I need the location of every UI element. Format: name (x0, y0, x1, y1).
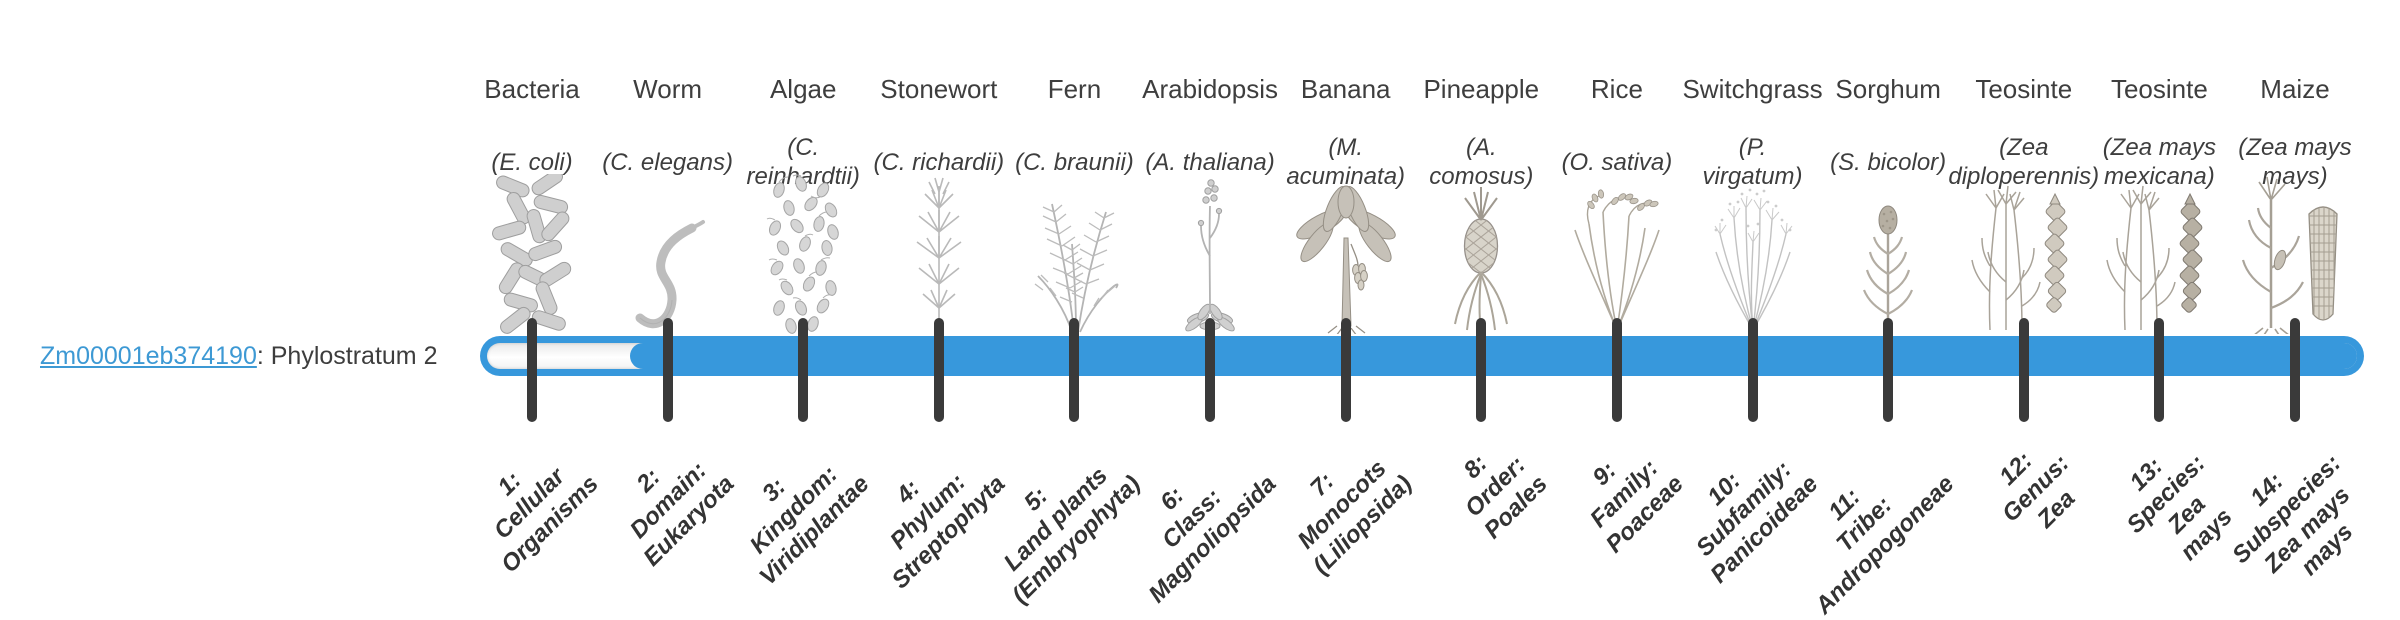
teosinte-diploperennis-icon (1954, 176, 2094, 334)
stratum-tick-label: 5: Land plants (Embryophyta) (998, 462, 1146, 609)
phylostratum-figure: Zm00001eb374190: Phylostratum 2 Bacteria… (40, 74, 2365, 620)
stratum-tick-label: 1: Cellular Organisms (488, 463, 604, 578)
stratum-tick (1069, 318, 1080, 422)
stratum-tick-label: 6: Class: Magnoliopsida (1143, 470, 1282, 608)
stratum-tick-label: 3: Kingdom: Viridiplantae (745, 461, 875, 591)
common-name-label: Arabidopsis (1142, 74, 1278, 104)
rice-icon (1547, 176, 1687, 334)
common-name-label: Teosinte (1975, 74, 2073, 104)
gene-id-link[interactable]: Zm00001eb374190 (40, 341, 257, 370)
stratum-tick-label: 11: Tribe: Andropogoneae (1810, 470, 1960, 620)
teosinte-mexicana-icon (2089, 176, 2229, 334)
common-name-label: Stonewort (880, 74, 998, 104)
scientific-name-label: (P. virgatum) (1702, 134, 1803, 190)
stratum-tick (798, 318, 809, 422)
stratum-tick (2289, 318, 2300, 422)
common-name-label: Algae (769, 74, 837, 104)
stratum-tick-label: 2: Domain: Eukaryota (624, 457, 739, 572)
phylostratum-bar-fill (630, 343, 2357, 369)
scientific-name-label: (S. bicolor) (1830, 148, 1947, 176)
stratum-tick-label: 13: Species: Zea mays (2121, 450, 2238, 566)
stratum-tick (1611, 318, 1622, 422)
scientific-name-label: (Zea mays mexicana) (2102, 134, 2217, 190)
stratum-tick-label: 12: Genus: Zea (1994, 446, 2081, 533)
stratum-tick (1883, 318, 1894, 422)
stratum-tick (2154, 318, 2165, 422)
common-name-label: Teosinte (2110, 74, 2208, 104)
stratum-tick (1747, 318, 1758, 422)
scientific-name-label: (M. acuminata) (1286, 134, 1406, 190)
stratum-tick-label: 7: Monocots (Liliopsida) (1292, 455, 1417, 580)
stonewort-icon (869, 176, 1009, 334)
scientific-name-label: (C. elegans) (602, 148, 733, 176)
scientific-name-label: (A. comosus) (1429, 134, 1534, 190)
pineapple-icon (1411, 176, 1551, 334)
stratum-tick (1476, 318, 1487, 422)
common-name-label: Fern (1047, 74, 1102, 104)
scientific-name-label: (O. sativa) (1561, 148, 1673, 176)
worm-icon (598, 176, 738, 334)
scientific-name-label: (C. braunii) (1015, 148, 1134, 176)
scientific-name-label: (Zea diploperennis) (1948, 134, 2100, 190)
phylostratum-bar-track (480, 336, 2364, 376)
scientific-name-label: (C. richardii) (873, 148, 1005, 176)
common-name-label: Pineapple (1423, 74, 1540, 104)
scientific-name-label: (A. thaliana) (1145, 148, 1275, 176)
scientific-name-label: (Zea mays mays) (2238, 134, 2352, 190)
stratum-tick (1205, 318, 1216, 422)
common-name-label: Banana (1300, 74, 1391, 104)
bacteria-icon (462, 174, 602, 334)
stratum-tick (662, 318, 673, 422)
common-name-label: Worm (633, 74, 703, 104)
common-name-label: Rice (1590, 74, 1643, 104)
stratum-tick-label: 14: Subspecies: Zea mays mays (2227, 450, 2358, 581)
arabidopsis-icon (1140, 176, 1280, 334)
common-name-label: Sorghum (1835, 74, 1941, 104)
banana-icon (1276, 176, 1416, 334)
switchgrass-icon (1683, 176, 1823, 334)
stratum-tick (2018, 318, 2029, 422)
stratum-tick-label: 8: Order: Poales (1458, 449, 1553, 544)
gene-label: Zm00001eb374190: Phylostratum 2 (40, 336, 438, 376)
common-name-label: Switchgrass (1682, 74, 1823, 104)
stratum-tick (933, 318, 944, 422)
stratum-tick (527, 318, 537, 422)
stratum-tick-label: 9: Family: Poaceae (1584, 454, 1689, 559)
stratum-tick (1340, 318, 1351, 422)
maize-icon (2225, 176, 2365, 334)
common-name-label: Bacteria (484, 74, 580, 104)
sorghum-icon (1818, 176, 1958, 334)
gene-phylostratum-text: : Phylostratum 2 (256, 341, 438, 370)
algae-icon (733, 174, 873, 334)
common-name-label: Maize (2260, 74, 2330, 104)
scientific-name-label: (E. coli) (491, 148, 573, 176)
